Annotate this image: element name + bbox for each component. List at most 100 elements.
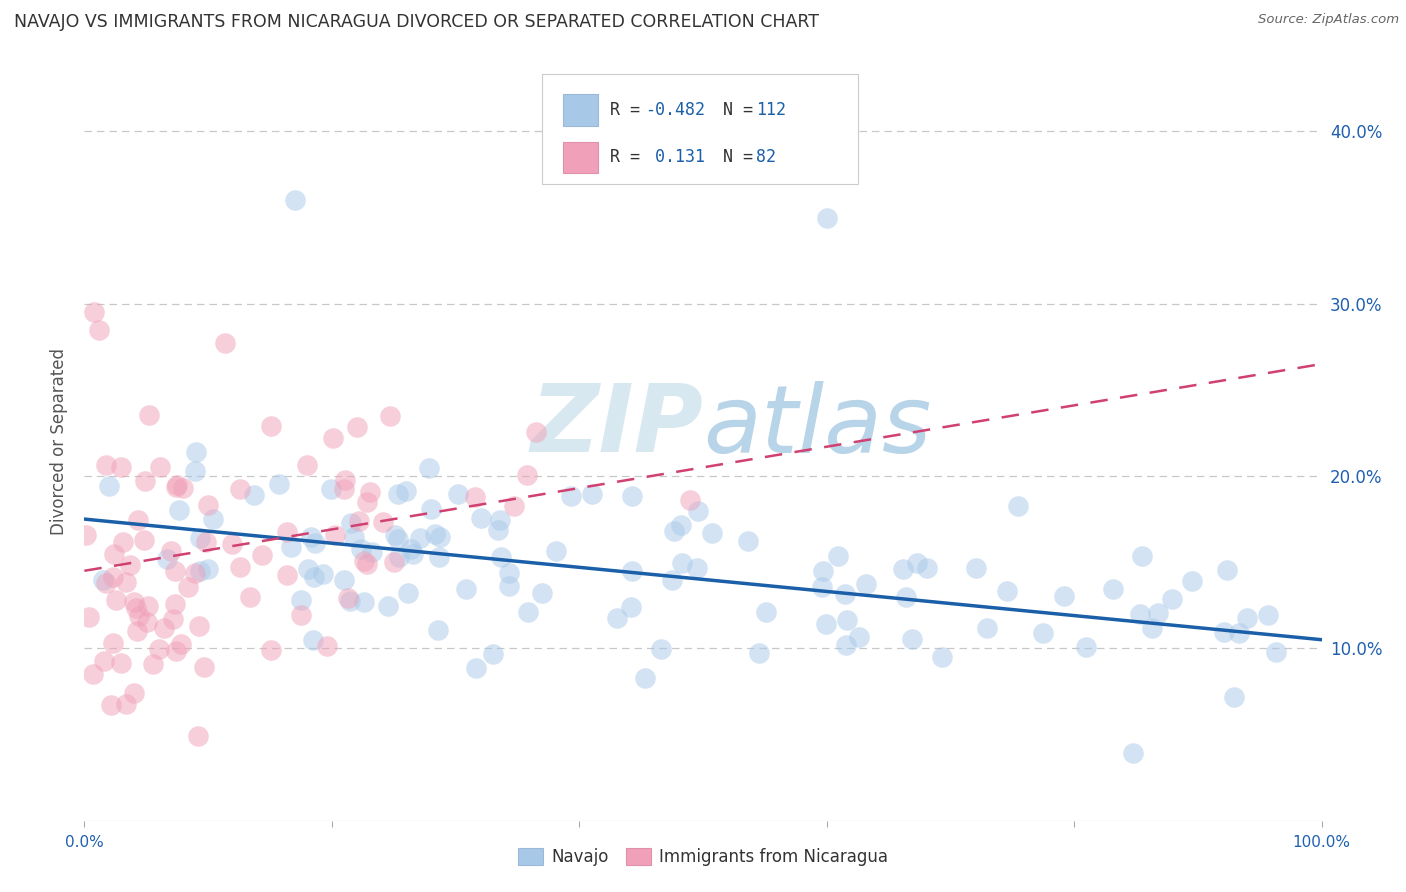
Point bbox=[848, 630, 870, 644]
Point bbox=[128, 608, 150, 623]
Point bbox=[905, 556, 928, 570]
Point bbox=[606, 610, 628, 624]
Point bbox=[267, 477, 290, 491]
Point bbox=[184, 566, 207, 580]
Point bbox=[446, 487, 468, 501]
Point bbox=[83, 305, 105, 319]
Point bbox=[190, 531, 212, 545]
Point bbox=[122, 686, 145, 700]
Point bbox=[1122, 746, 1144, 760]
Point bbox=[136, 599, 159, 614]
Point bbox=[427, 550, 450, 565]
Point bbox=[97, 479, 120, 493]
Point bbox=[188, 564, 211, 578]
Point bbox=[169, 503, 191, 517]
Point bbox=[429, 530, 451, 544]
Point bbox=[195, 535, 218, 549]
Point bbox=[284, 194, 307, 208]
Text: atlas: atlas bbox=[703, 381, 931, 472]
Point bbox=[229, 482, 252, 496]
Point bbox=[202, 512, 225, 526]
Point bbox=[312, 566, 335, 581]
Point bbox=[498, 579, 520, 593]
Point bbox=[115, 575, 138, 590]
FancyBboxPatch shape bbox=[564, 95, 598, 127]
Point bbox=[1216, 563, 1239, 577]
Point bbox=[498, 566, 520, 580]
Point bbox=[337, 591, 360, 606]
Point bbox=[748, 646, 770, 660]
Point bbox=[259, 418, 281, 433]
Point bbox=[290, 593, 312, 607]
Point bbox=[891, 561, 914, 575]
Point bbox=[524, 425, 547, 439]
Point bbox=[686, 504, 709, 518]
Point bbox=[516, 605, 538, 619]
Point bbox=[1265, 645, 1288, 659]
Point bbox=[163, 564, 186, 578]
Point bbox=[149, 459, 172, 474]
Point bbox=[280, 540, 302, 554]
Point bbox=[162, 612, 184, 626]
Point bbox=[811, 580, 834, 594]
Point bbox=[89, 322, 111, 336]
Text: 0.131: 0.131 bbox=[645, 148, 704, 167]
Point bbox=[197, 561, 219, 575]
Point bbox=[297, 562, 319, 576]
Point bbox=[700, 525, 723, 540]
Y-axis label: Divorced or Separated: Divorced or Separated bbox=[49, 348, 67, 535]
Point bbox=[427, 624, 450, 638]
Point bbox=[388, 549, 411, 564]
Point bbox=[103, 547, 125, 561]
Point bbox=[163, 597, 186, 611]
Point bbox=[304, 536, 326, 550]
Point bbox=[464, 491, 486, 505]
Point bbox=[101, 570, 124, 584]
Point bbox=[166, 477, 188, 491]
Point bbox=[101, 636, 124, 650]
Text: N =: N = bbox=[703, 148, 763, 167]
Point bbox=[322, 431, 344, 445]
Point bbox=[671, 557, 693, 571]
Point bbox=[815, 616, 838, 631]
Point bbox=[1052, 589, 1074, 603]
Point bbox=[737, 534, 759, 549]
Point bbox=[276, 524, 298, 539]
Point bbox=[894, 590, 917, 604]
Point bbox=[931, 649, 953, 664]
Point bbox=[77, 609, 100, 624]
Point bbox=[1074, 640, 1097, 654]
Point bbox=[835, 639, 858, 653]
Point bbox=[299, 530, 322, 544]
Point bbox=[1181, 574, 1204, 589]
Point bbox=[187, 619, 209, 633]
Point bbox=[423, 526, 446, 541]
Point bbox=[420, 502, 443, 516]
Point bbox=[260, 642, 283, 657]
Text: R =: R = bbox=[610, 102, 650, 120]
Text: NAVAJO VS IMMIGRANTS FROM NICARAGUA DIVORCED OR SEPARATED CORRELATION CHART: NAVAJO VS IMMIGRANTS FROM NICARAGUA DIVO… bbox=[14, 13, 820, 31]
Point bbox=[855, 577, 877, 591]
Point bbox=[132, 533, 155, 548]
Point bbox=[486, 524, 509, 538]
Point bbox=[678, 492, 700, 507]
Point bbox=[104, 592, 127, 607]
Point bbox=[302, 633, 325, 648]
Point bbox=[377, 599, 399, 614]
Point bbox=[347, 514, 370, 528]
Point bbox=[470, 511, 492, 525]
Point bbox=[811, 564, 834, 578]
Point bbox=[170, 637, 193, 651]
Point bbox=[454, 582, 477, 597]
Point bbox=[530, 585, 553, 599]
Point bbox=[976, 621, 998, 635]
Point bbox=[110, 657, 132, 671]
Point bbox=[177, 580, 200, 594]
Point bbox=[153, 621, 176, 635]
Point bbox=[159, 544, 181, 558]
Text: 112: 112 bbox=[756, 102, 786, 120]
Point bbox=[239, 590, 262, 604]
Point bbox=[995, 583, 1018, 598]
Point bbox=[193, 660, 215, 674]
Point bbox=[343, 530, 366, 544]
